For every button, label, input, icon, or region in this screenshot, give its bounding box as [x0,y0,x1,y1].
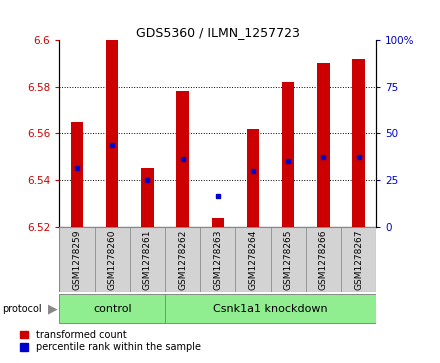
Text: protocol: protocol [2,303,42,314]
Bar [165,227,200,292]
Bar [212,217,224,227]
Bar [317,63,330,227]
Bar [271,227,306,292]
Bar [141,168,154,227]
Bar [341,227,376,292]
Text: Csnk1a1 knockdown: Csnk1a1 knockdown [213,303,328,314]
Bar [59,294,165,323]
Bar [71,122,83,227]
Legend: transformed count, percentile rank within the sample: transformed count, percentile rank withi… [20,330,201,352]
Text: GSM1278265: GSM1278265 [284,229,293,290]
Bar [59,227,95,292]
Bar [130,227,165,292]
Bar [176,91,189,227]
Text: GSM1278267: GSM1278267 [354,229,363,290]
Bar [235,227,271,292]
Title: GDS5360 / ILMN_1257723: GDS5360 / ILMN_1257723 [136,26,300,39]
Bar [95,227,130,292]
Bar [165,294,376,323]
Bar [306,227,341,292]
Text: GSM1278266: GSM1278266 [319,229,328,290]
Text: control: control [93,303,132,314]
Bar [282,82,294,227]
Bar [247,129,259,227]
Text: ▶: ▶ [48,302,57,315]
Text: GSM1278260: GSM1278260 [108,229,117,290]
Text: GSM1278264: GSM1278264 [249,229,257,290]
Text: GSM1278261: GSM1278261 [143,229,152,290]
Bar [106,40,118,227]
Bar [200,227,235,292]
Text: GSM1278259: GSM1278259 [73,229,81,290]
Text: GSM1278263: GSM1278263 [213,229,222,290]
Text: GSM1278262: GSM1278262 [178,229,187,290]
Bar [352,59,365,227]
